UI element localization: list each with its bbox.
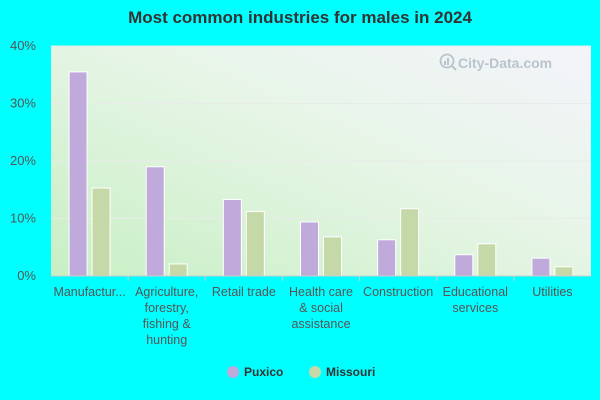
bar-missouri[interactable]	[554, 266, 574, 277]
bar-puxico[interactable]	[300, 221, 319, 277]
x-tick-label: Manufactur...	[53, 285, 125, 299]
x-tick-label: Utilities	[532, 285, 572, 299]
bar-puxico[interactable]	[377, 239, 397, 277]
legend-swatch	[227, 366, 239, 378]
bar-puxico[interactable]	[531, 257, 551, 277]
x-tick-label: Health care & social assistance	[289, 285, 353, 331]
y-tick-label: 10%	[10, 211, 36, 226]
watermark: City-Data.com	[439, 53, 552, 71]
legend-swatch	[309, 366, 321, 378]
x-tick-label: Educational services	[443, 285, 508, 315]
y-tick-label: 20%	[10, 153, 36, 168]
x-tick-label: Agriculture, forestry, fishing & hunting	[135, 285, 198, 347]
legend-item-puxico[interactable]: Puxico	[227, 365, 283, 379]
chart-title: Most common industries for males in 2024	[128, 8, 472, 27]
bar-missouri[interactable]	[323, 236, 342, 277]
bar-puxico[interactable]	[145, 166, 165, 277]
y-tick-label: 0%	[17, 268, 36, 283]
legend: Puxico Missouri	[227, 365, 375, 379]
y-tick-label: 30%	[10, 96, 36, 111]
bar-missouri[interactable]	[477, 243, 497, 277]
x-tick-label: Construction	[363, 285, 433, 299]
bar-missouri[interactable]	[168, 263, 188, 277]
bar-missouri[interactable]	[245, 211, 265, 277]
bar-puxico[interactable]	[222, 199, 242, 277]
bar-missouri[interactable]	[400, 208, 420, 277]
legend-label: Missouri	[326, 365, 375, 379]
watermark-text: City-Data.com	[458, 55, 552, 71]
watermark-icon	[439, 53, 457, 71]
y-tick-label: 40%	[10, 38, 36, 53]
bar-puxico[interactable]	[454, 254, 474, 277]
x-tick-label: Retail trade	[212, 285, 276, 299]
legend-label: Puxico	[244, 365, 283, 379]
bar-missouri[interactable]	[91, 187, 111, 277]
bar-puxico[interactable]	[68, 71, 88, 277]
legend-item-missouri[interactable]: Missouri	[309, 365, 375, 379]
